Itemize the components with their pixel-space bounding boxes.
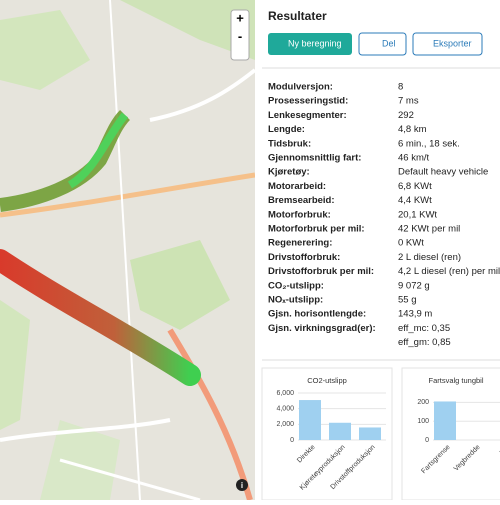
- new-button[interactable]: [268, 33, 352, 55]
- y-tick-label: 6,000: [276, 390, 294, 397]
- y-tick-label: 2,000: [276, 421, 294, 428]
- y-tick-label: 4,000: [276, 406, 294, 413]
- row-value: 4,2 L diesel (ren) per mil: [398, 266, 500, 277]
- share-button[interactable]: [358, 32, 407, 56]
- zoom-out[interactable]: -: [238, 28, 242, 43]
- info-button[interactable]: [236, 479, 248, 491]
- row-label: Motorforbruk per mil:: [268, 224, 365, 235]
- row-label: Drivstofforbruk:: [268, 252, 340, 263]
- row-label: Motorarbeid:: [268, 181, 326, 192]
- row-label: Lengde:: [268, 124, 305, 135]
- row-value: 143,9 m: [398, 309, 432, 320]
- bar: [434, 401, 456, 440]
- park: [0, 300, 30, 430]
- row-value: 4,4 KWt: [398, 195, 432, 206]
- row-label: Gjennomsnittlig fart:: [268, 153, 361, 164]
- route: [67, 112, 129, 189]
- road: [167, 328, 253, 500]
- row-label: Tidsbruk:: [268, 138, 311, 149]
- row-label: Bremsearbeid:: [268, 195, 335, 206]
- row-label: Drivstofforbruk per mil:: [268, 266, 374, 277]
- row-label: Modulversjon:: [268, 82, 333, 93]
- button-label: Ny beregning: [288, 38, 342, 48]
- button-label: Del: [382, 38, 396, 48]
- row-label: Kjøretøy:: [268, 167, 310, 178]
- row-value: 0 KWt: [398, 238, 424, 249]
- y-tick-label: 100: [417, 418, 429, 425]
- row-value: eff_gm: 0,85: [398, 337, 451, 348]
- bar: [299, 400, 321, 440]
- export-button[interactable]: [412, 32, 483, 56]
- row-value: 4,8 km: [398, 124, 427, 135]
- zoom-in[interactable]: +: [236, 10, 244, 25]
- row-label: Gjsn. horisontlengde:: [268, 309, 366, 320]
- road: [59, 458, 201, 500]
- park: [120, 0, 255, 60]
- park: [0, 10, 90, 90]
- row-value: eff_mc: 0,35: [398, 323, 450, 334]
- row-value: 6,8 KWt: [398, 181, 432, 192]
- row-value: 20,1 KWt: [398, 209, 437, 220]
- row-label: Prosesseringstid:: [268, 96, 348, 107]
- row-value: Default heavy vehicle: [398, 167, 488, 178]
- park: [130, 240, 230, 330]
- panel-title: Resultater: [268, 9, 327, 23]
- row-value: 6 min., 18 sek.: [398, 138, 460, 149]
- row-value: 7 ms: [398, 96, 419, 107]
- road: [109, 0, 141, 500]
- row-label: NOₓ-utslipp:: [268, 295, 323, 306]
- park: [40, 420, 120, 500]
- y-tick-label: 0: [290, 437, 294, 444]
- row-value: 42 KWt per mil: [398, 224, 460, 235]
- bar: [329, 422, 351, 440]
- row-label: Gjsn. virkningsgrad(er):: [268, 323, 376, 334]
- map[interactable]: + - i: [0, 0, 255, 500]
- chart-title: CO2-utslipp: [307, 376, 347, 385]
- chart-title: Fartsvalg tungbil: [428, 376, 483, 385]
- row-label: Motorforbruk:: [268, 209, 331, 220]
- info-label: i: [241, 481, 243, 490]
- y-tick-label: 0: [425, 437, 429, 444]
- row-value: 9 072 g: [398, 280, 430, 291]
- button-label: Eksporter: [433, 38, 472, 48]
- row-label: Regenerering:: [268, 238, 332, 249]
- bar: [359, 427, 381, 440]
- route: [0, 249, 201, 386]
- road: [149, 68, 255, 122]
- row-value: 292: [398, 110, 414, 121]
- road: [0, 418, 171, 442]
- y-tick-label: 200: [417, 399, 429, 406]
- row-value: 2 L diesel (ren): [398, 252, 461, 263]
- row-value: 55 g: [398, 295, 417, 306]
- row-label: CO₂-utslipp:: [268, 280, 324, 291]
- row-value: 46 km/t: [398, 153, 430, 164]
- x-tick-label: Fall: [499, 443, 500, 456]
- row-value: 8: [398, 82, 403, 93]
- zoom-control: [230, 9, 250, 61]
- row-label: Lenkesegmenter:: [268, 110, 347, 121]
